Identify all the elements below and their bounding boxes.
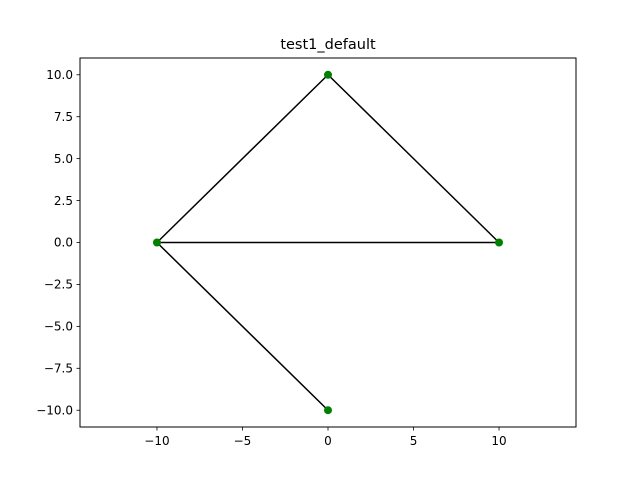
node-point-3 [324,406,332,415]
edge-3 [156,241,329,411]
y-tick-label: 7.5 [54,110,73,124]
node-point-0 [324,70,332,79]
x-tick-label: −10 [144,434,169,448]
x-tick-label: 10 [491,434,506,448]
y-tick-label: −2.5 [44,278,73,292]
chart-title: test1_default [280,37,376,53]
y-tick-label: 0.0 [54,236,73,250]
y-axis: 10.0 7.5 5.0 2.5 0.0 −2.5 −5.0 −7.5 −10.0 [36,68,80,417]
x-tick-label: 5 [410,434,418,448]
y-tick-label: −5.0 [44,320,73,334]
x-tick-label: −5 [234,434,252,448]
x-axis: −10 −5 0 5 10 [144,427,507,448]
y-tick-label: 2.5 [54,194,73,208]
y-tick-label: 10.0 [46,68,73,82]
y-tick-label: 5.0 [54,152,73,166]
node-point-2 [495,238,504,247]
edges-group [156,74,500,411]
edge-1 [327,74,500,244]
y-tick-label: −7.5 [44,361,73,375]
node-point-1 [152,238,161,247]
y-tick-label: −10.0 [36,403,73,417]
nodes-group [152,70,504,415]
edge-0 [156,74,329,244]
x-tick-label: 0 [324,434,332,448]
